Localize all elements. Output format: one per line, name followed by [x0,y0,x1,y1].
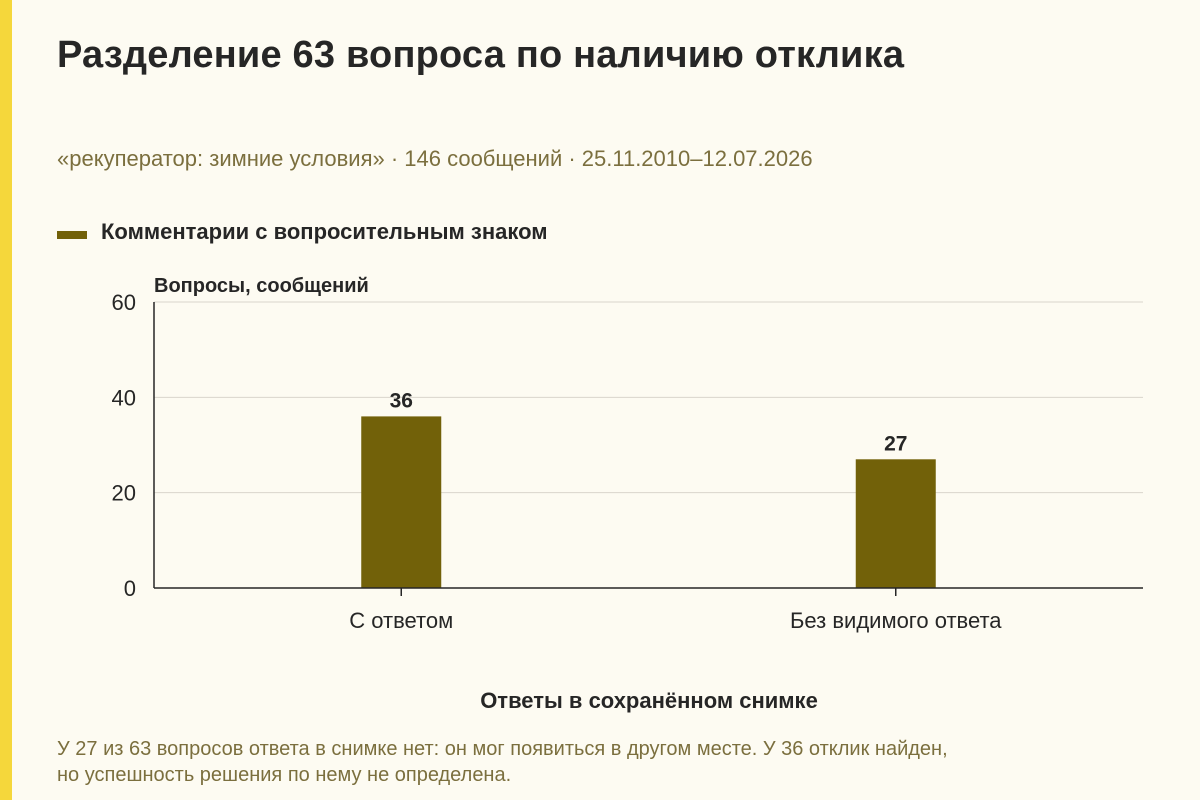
bar-chart: Вопросы, сообщений 0 20 40 60 36 27 С ответо… [112,275,1143,713]
y-tick-label: 0 [124,576,136,601]
grid-lines [154,301,1143,494]
footnote-line-1: У 27 из 63 вопросов ответа в снимке нет:… [57,738,948,760]
bars [361,416,936,588]
bar [855,459,936,588]
legend-label: Комментарии с вопросительным знаком [101,219,548,244]
x-tick-label: С ответом [349,608,453,633]
accent-bar [0,0,12,800]
bar-value-label: 36 [390,389,413,412]
x-axis-label: Ответы в сохранённом снимке [480,688,818,713]
footnote-line-2: но успешность решения по нему не определ… [57,764,512,786]
legend-swatch [57,231,87,239]
bar [361,416,442,588]
x-tick-label: Без видимого ответа [790,608,1002,633]
bar-labels: 36 27 [390,389,908,455]
legend: Комментарии с вопросительным знаком [57,219,548,245]
y-axis-label: Вопросы, сообщений [154,275,369,297]
footnote: У 27 из 63 вопросов ответа в снимке нет:… [57,736,1157,788]
y-ticks: 0 20 40 60 [112,290,136,601]
y-tick-label: 20 [112,481,136,506]
bar-value-label: 27 [884,432,907,455]
y-tick-label: 40 [112,385,136,410]
y-tick-label: 60 [112,290,136,315]
chart-title: Разделение 63 вопроса по наличию отклика [57,34,905,76]
x-ticks: С ответом Без видимого ответа [349,588,1002,633]
chart-subtitle: «рекуператор: зимние условия» · 146 сооб… [57,146,813,171]
